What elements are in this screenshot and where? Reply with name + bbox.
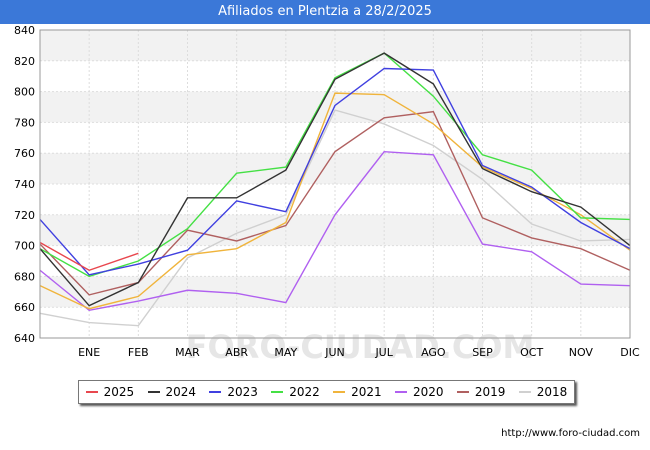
x-tick-label-ene: ENE (78, 346, 100, 359)
legend-swatch (85, 391, 98, 393)
legend-item-2020: 2020 (395, 385, 444, 399)
legend-label: 2018 (536, 385, 568, 399)
x-tick-label-mar: MAR (175, 346, 200, 359)
x-tick-label-nov: NOV (569, 346, 594, 359)
y-tick-label: 640 (14, 332, 35, 345)
series-layer (39, 52, 631, 327)
legend-item-2018: 2018 (518, 385, 568, 399)
y-tick-label: 720 (14, 209, 35, 222)
y-tick-label: 740 (14, 178, 35, 191)
y-tick-label: 700 (14, 240, 35, 253)
y-tick-label: 680 (14, 270, 35, 283)
x-tick-labels: ENE FEB MAR ABR MAY JUN JUL AGO SEP OCT NOV DIC (78, 346, 640, 359)
y-tick-label: 800 (14, 86, 35, 99)
series-line-2018 (39, 109, 631, 327)
legend-item-2021: 2021 (333, 385, 382, 399)
chart-title: Afiliados en Plentzia a 28/2/2025 (0, 0, 650, 24)
x-tick-label-sep: SEP (472, 346, 493, 359)
line-chart: FORO-CIUDAD.COM 640 660 680 700 720 740 760 780… (14, 24, 640, 366)
series-line-2021 (39, 92, 631, 310)
axes (39, 29, 631, 339)
y-tick-label: 780 (14, 116, 35, 129)
y-tick-labels: 640 660 680 700 720 740 760 780 800 820 840 (14, 24, 35, 345)
y-tick-label: 660 (14, 301, 35, 314)
legend-swatch (456, 391, 469, 393)
watermark: FORO-CIUDAD.COM (186, 328, 535, 366)
plot-frame (39, 29, 631, 339)
legend-swatch (209, 391, 222, 393)
legend-item-2023: 2023 (209, 385, 258, 399)
legend-label: 2021 (351, 385, 382, 399)
x-tick-label-ago: AGO (421, 346, 446, 359)
y-tick-label: 840 (14, 24, 35, 37)
legend-label: 2019 (474, 385, 506, 399)
legend-label: 2025 (103, 385, 135, 399)
footer-url: http://www.foro-ciudad.com (501, 428, 640, 439)
series-line-2025 (39, 241, 139, 272)
legend-item-2025: 2025 (85, 385, 135, 399)
legend-label: 2020 (413, 385, 444, 399)
legend-label: 2024 (165, 385, 197, 399)
legend-item-2024: 2024 (147, 385, 197, 399)
series-line-2024 (39, 52, 631, 307)
legend-label: 2022 (289, 385, 320, 399)
x-tick-label-may: MAY (274, 346, 297, 359)
series-line-2022 (39, 52, 631, 278)
legend-swatch (147, 391, 160, 393)
x-tick-label-jun: JUN (324, 346, 345, 359)
legend-swatch (333, 391, 346, 393)
x-tick-label-jul: JUL (374, 346, 393, 359)
series-line-2023 (39, 67, 631, 276)
x-tick-label-feb: FEB (128, 346, 149, 359)
x-tick-label-dic: DIC (620, 346, 640, 359)
series-line-2020 (39, 150, 631, 312)
y-tick-label: 760 (14, 147, 35, 160)
legend-item-2019: 2019 (456, 385, 506, 399)
legend-swatch (395, 391, 408, 393)
legend-swatch (518, 391, 531, 393)
legend-swatch (271, 391, 284, 393)
x-tick-label-oct: OCT (520, 346, 543, 359)
legend-item-2022: 2022 (271, 385, 320, 399)
legend: 2025 2024 2023 2022 2021 2020 2019 2018 (78, 380, 575, 404)
x-tick-label-abr: ABR (225, 346, 248, 359)
legend-label: 2023 (227, 385, 258, 399)
y-tick-label: 820 (14, 55, 35, 68)
